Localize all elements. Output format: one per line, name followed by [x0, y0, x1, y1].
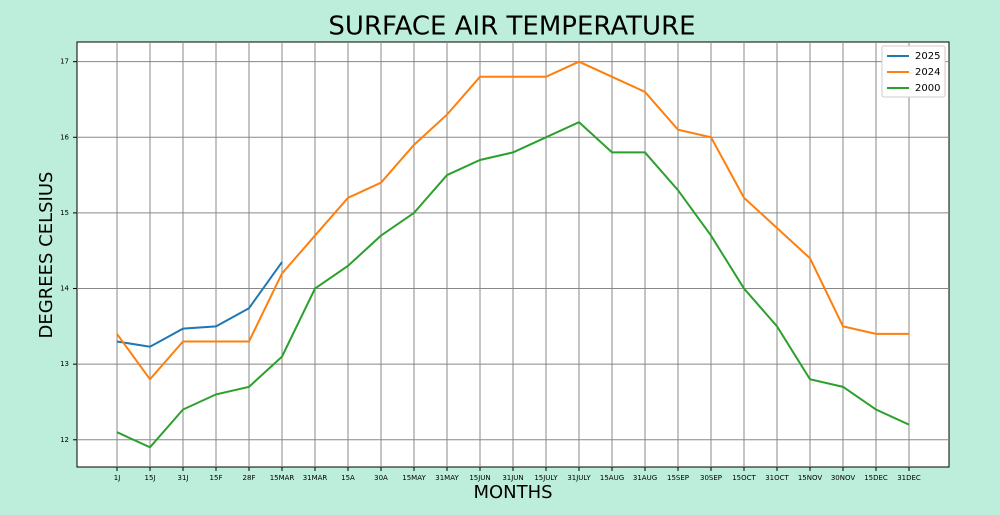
- y-tick-label: 17: [60, 58, 69, 66]
- y-axis-label: DEGREES CELSIUS: [36, 172, 57, 339]
- x-axis-label: MONTHS: [473, 482, 552, 503]
- x-tick-label: 15A: [341, 474, 355, 482]
- series-line: [116, 60, 909, 381]
- x-tick-label: 15JUN: [469, 474, 490, 482]
- x-tick-label: 31OCT: [765, 474, 789, 482]
- y-tick-label: 12: [60, 436, 69, 444]
- x-tick-label: 15MAY: [402, 474, 426, 482]
- x-tick-label: 30NOV: [831, 474, 856, 482]
- x-tick-label: 31J: [178, 474, 189, 482]
- x-tick-label: 30A: [374, 474, 388, 482]
- legend-label: 2025: [915, 51, 940, 62]
- x-tick-label: 15DEC: [864, 474, 888, 482]
- x-tick-label: 15MAR: [270, 474, 295, 482]
- x-tick-label: 15NOV: [798, 474, 823, 482]
- y-tick-label: 14: [60, 285, 69, 293]
- x-tick-label: 15F: [210, 474, 223, 482]
- x-tick-label: 31MAR: [303, 474, 328, 482]
- series-line: [116, 261, 283, 348]
- x-tick-label: 15OCT: [732, 474, 756, 482]
- x-tick-label: 15JULY: [534, 474, 558, 482]
- series-line: [116, 120, 910, 449]
- x-tick-label: 28F: [243, 474, 256, 482]
- legend-box: [881, 45, 946, 98]
- x-tick-label: 31AUG: [633, 474, 657, 482]
- legend-label: 2000: [915, 83, 940, 94]
- y-tick-label: 16: [60, 133, 69, 141]
- x-tick-label: 31JUN: [502, 474, 523, 482]
- x-tick-label: 31JULY: [567, 474, 591, 482]
- x-tick-label: 15J: [145, 474, 156, 482]
- x-tick-label: 1J: [114, 474, 121, 482]
- y-tick-label: 13: [60, 360, 69, 368]
- x-tick-label: 15SEP: [667, 474, 689, 482]
- x-tick-label: 31DEC: [897, 474, 921, 482]
- y-tick-label: 15: [60, 209, 69, 217]
- legend-label: 2024: [915, 67, 940, 78]
- chart-title: SURFACE AIR TEMPERATURE: [328, 12, 695, 42]
- x-tick-label: 15AUG: [600, 474, 624, 482]
- x-tick-label: 31MAY: [435, 474, 459, 482]
- x-tick-label: 30SEP: [700, 474, 722, 482]
